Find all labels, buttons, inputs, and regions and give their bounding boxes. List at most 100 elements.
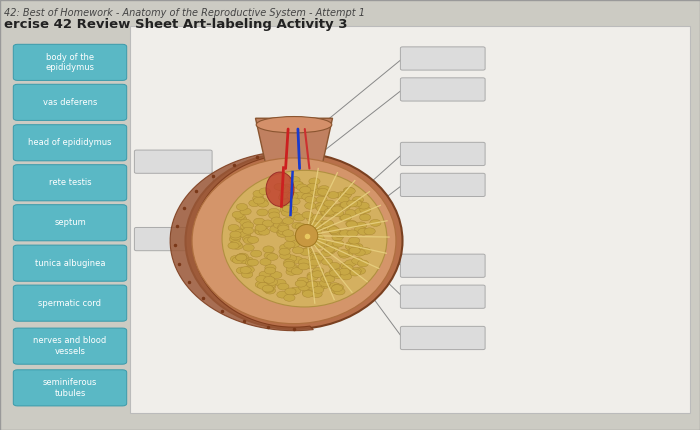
Circle shape [256, 281, 267, 288]
Circle shape [312, 221, 323, 228]
Circle shape [323, 220, 334, 227]
Circle shape [271, 217, 282, 224]
Circle shape [340, 262, 351, 269]
Text: 42: Best of Homework - Anatomy of the Reproductive System - Attempt 1: 42: Best of Homework - Anatomy of the Re… [4, 8, 365, 18]
FancyBboxPatch shape [400, 78, 485, 101]
Circle shape [340, 201, 351, 208]
Circle shape [255, 224, 266, 231]
Circle shape [240, 267, 251, 273]
Ellipse shape [222, 170, 387, 307]
Circle shape [360, 214, 371, 221]
Circle shape [267, 279, 278, 286]
Circle shape [274, 221, 285, 228]
Circle shape [328, 192, 339, 199]
Circle shape [295, 192, 306, 199]
Circle shape [350, 268, 361, 275]
Circle shape [323, 246, 335, 253]
Circle shape [235, 254, 246, 261]
Circle shape [302, 212, 313, 218]
Circle shape [228, 242, 239, 249]
Circle shape [328, 227, 339, 233]
Circle shape [244, 237, 255, 244]
Circle shape [256, 276, 267, 283]
Circle shape [283, 230, 294, 236]
Circle shape [319, 280, 330, 286]
Circle shape [284, 259, 295, 266]
Circle shape [332, 240, 344, 247]
Circle shape [246, 259, 257, 266]
Circle shape [317, 221, 328, 227]
Circle shape [293, 247, 304, 254]
Circle shape [340, 230, 351, 237]
Circle shape [239, 227, 250, 234]
Circle shape [358, 202, 369, 209]
Circle shape [282, 205, 293, 212]
Circle shape [295, 223, 307, 230]
Circle shape [243, 244, 254, 251]
Circle shape [346, 220, 357, 227]
Circle shape [307, 184, 318, 190]
Circle shape [258, 228, 270, 235]
Circle shape [332, 284, 344, 291]
Circle shape [314, 203, 326, 210]
Circle shape [262, 285, 274, 292]
Circle shape [351, 200, 362, 207]
Circle shape [284, 295, 295, 301]
Circle shape [319, 282, 330, 289]
Circle shape [313, 285, 324, 292]
Circle shape [285, 288, 296, 295]
Circle shape [230, 241, 241, 248]
Circle shape [280, 207, 291, 214]
Circle shape [337, 249, 349, 256]
FancyBboxPatch shape [13, 165, 127, 201]
Circle shape [269, 212, 280, 219]
FancyBboxPatch shape [400, 142, 485, 166]
Circle shape [358, 228, 369, 235]
Circle shape [304, 282, 316, 289]
Circle shape [247, 259, 258, 266]
Circle shape [345, 243, 356, 250]
Circle shape [330, 229, 342, 236]
Circle shape [330, 270, 341, 276]
Circle shape [259, 188, 270, 195]
FancyBboxPatch shape [400, 173, 485, 197]
Circle shape [281, 184, 293, 191]
Circle shape [329, 262, 340, 269]
Circle shape [346, 241, 357, 248]
Circle shape [242, 257, 253, 264]
Circle shape [320, 223, 331, 230]
Circle shape [285, 234, 296, 241]
Circle shape [321, 209, 332, 216]
Circle shape [291, 268, 302, 275]
Circle shape [298, 263, 309, 270]
Circle shape [253, 218, 265, 225]
Circle shape [286, 268, 297, 275]
Circle shape [336, 203, 347, 210]
Circle shape [308, 234, 319, 241]
Circle shape [297, 184, 308, 191]
Circle shape [234, 213, 245, 220]
FancyBboxPatch shape [13, 205, 127, 241]
Circle shape [311, 281, 322, 288]
Circle shape [310, 219, 321, 226]
Text: ercise 42 Review Sheet Art-labeling Activity 3: ercise 42 Review Sheet Art-labeling Acti… [4, 18, 347, 31]
Circle shape [352, 197, 363, 203]
Circle shape [290, 287, 301, 294]
Circle shape [260, 258, 271, 265]
Circle shape [309, 220, 321, 227]
Circle shape [309, 255, 320, 261]
Circle shape [330, 267, 341, 274]
Circle shape [340, 191, 351, 198]
Circle shape [257, 223, 268, 230]
Text: head of epididymus: head of epididymus [28, 138, 112, 147]
Circle shape [276, 229, 288, 236]
Circle shape [321, 258, 332, 265]
Circle shape [300, 249, 312, 255]
Circle shape [352, 243, 363, 250]
Circle shape [307, 272, 318, 279]
Circle shape [240, 219, 251, 226]
Circle shape [304, 203, 316, 209]
Circle shape [332, 234, 343, 241]
Circle shape [248, 200, 260, 207]
Circle shape [339, 268, 350, 275]
